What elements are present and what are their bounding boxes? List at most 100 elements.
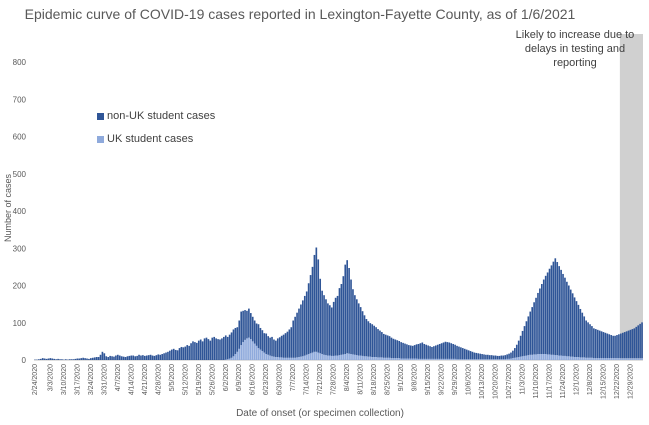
bar-non-uk-276 <box>566 281 568 357</box>
bar-uk-216 <box>450 358 453 360</box>
bar-uk-188 <box>396 358 399 360</box>
bar-uk-282 <box>577 357 580 360</box>
bar-non-uk-53 <box>136 355 138 360</box>
x-tick-label-8: 4/21/2020 <box>142 364 149 395</box>
bar-non-uk-263 <box>541 284 543 355</box>
bar-non-uk-3 <box>39 358 42 360</box>
bar-non-uk-40 <box>111 356 113 360</box>
bar-non-uk-234 <box>485 354 487 360</box>
bar-uk-300 <box>612 358 614 360</box>
bar-uk-122 <box>269 355 271 360</box>
bar-non-uk-284 <box>581 312 584 358</box>
y-tick-label-800: 800 <box>13 58 27 67</box>
x-tick-label-13: 5/26/2020 <box>209 364 216 395</box>
bar-non-uk-47 <box>124 357 127 360</box>
bar-non-uk-84 <box>196 342 198 360</box>
bar-uk-276 <box>566 356 568 360</box>
bar-non-uk-87 <box>201 341 204 360</box>
bar-non-uk-10 <box>53 358 56 360</box>
x-tick-label-14: 6/2/2020 <box>223 364 230 391</box>
bar-uk-186 <box>392 358 395 360</box>
bar-uk-107 <box>240 345 242 360</box>
bar-uk-176 <box>373 357 375 360</box>
bar-uk-105 <box>236 351 239 360</box>
bar-uk-228 <box>473 359 476 360</box>
bar-uk-115 <box>255 345 258 360</box>
bar-non-uk-303 <box>618 334 620 359</box>
bar-non-uk-280 <box>573 297 576 358</box>
bar-uk-184 <box>388 357 391 360</box>
bar-uk-244 <box>504 359 507 360</box>
bar-uk-109 <box>244 339 246 360</box>
bar-non-uk-109 <box>244 310 246 340</box>
bar-non-uk-291 <box>594 329 597 359</box>
bar-non-uk-315 <box>641 322 643 359</box>
bar-non-uk-100 <box>226 336 229 360</box>
bar-non-uk-118 <box>261 330 264 352</box>
x-tick-label-6: 4/7/2020 <box>115 364 122 391</box>
bar-non-uk-152 <box>327 303 329 356</box>
bar-non-uk-101 <box>228 334 231 359</box>
x-tick-label-33: 10/13/2020 <box>479 364 486 399</box>
bar-uk-254 <box>523 355 526 360</box>
bar-non-uk-163 <box>348 267 350 354</box>
bar-non-uk-293 <box>598 330 601 359</box>
bar-non-uk-160 <box>342 276 345 355</box>
bar-non-uk-106 <box>238 320 241 349</box>
bar-non-uk-180 <box>381 332 383 358</box>
bar-uk-193 <box>406 358 408 360</box>
bar-non-uk-197 <box>413 345 416 359</box>
bar-uk-167 <box>355 355 358 360</box>
bar-non-uk-135 <box>294 316 296 358</box>
bar-non-uk-273 <box>560 269 562 356</box>
bar-uk-214 <box>446 358 449 360</box>
bar-non-uk-28 <box>88 358 90 360</box>
bar-non-uk-244 <box>504 355 507 360</box>
bar-uk-243 <box>502 359 505 360</box>
bar-non-uk-27 <box>86 358 88 360</box>
bar-non-uk-136 <box>296 312 298 358</box>
bar-uk-144 <box>311 352 314 360</box>
bar-non-uk-43 <box>117 354 119 360</box>
bar-uk-110 <box>246 338 248 360</box>
bar-uk-305 <box>621 358 624 360</box>
bar-uk-100 <box>226 359 229 360</box>
bar-non-uk-221 <box>460 347 462 360</box>
bar-uk-199 <box>417 358 420 360</box>
bar-non-uk-76 <box>180 346 183 360</box>
bar-non-uk-255 <box>525 321 528 356</box>
bar-non-uk-105 <box>236 327 239 352</box>
x-tick-label-37: 11/10/2020 <box>533 364 540 399</box>
bar-non-uk-296 <box>604 332 607 359</box>
bar-non-uk-219 <box>456 345 458 360</box>
x-tick-label-1: 3/3/2020 <box>47 364 54 391</box>
bar-uk-283 <box>579 357 582 360</box>
bar-uk-291 <box>594 358 597 360</box>
bar-uk-169 <box>359 355 362 360</box>
x-tick-label-19: 7/7/2020 <box>290 364 297 391</box>
bar-non-uk-289 <box>591 326 593 358</box>
bar-uk-152 <box>327 355 329 360</box>
bar-non-uk-304 <box>620 333 622 359</box>
bar-uk-304 <box>620 358 622 360</box>
bar-non-uk-283 <box>579 308 582 358</box>
bar-uk-129 <box>282 357 285 360</box>
bar-non-uk-66 <box>161 354 163 360</box>
bar-non-uk-251 <box>517 340 520 358</box>
x-tick-label-3: 3/17/2020 <box>74 364 81 395</box>
bar-uk-103 <box>232 356 235 360</box>
bar-uk-303 <box>618 358 620 360</box>
bar-uk-274 <box>562 355 564 360</box>
bar-non-uk-63 <box>155 355 158 360</box>
bar-non-uk-25 <box>82 357 84 360</box>
x-tick-label-0: 2/24/2020 <box>32 364 39 395</box>
bar-non-uk-49 <box>128 355 131 360</box>
bar-non-uk-58 <box>145 355 148 360</box>
bar-non-uk-42 <box>115 355 117 360</box>
bar-uk-281 <box>575 357 578 360</box>
bar-non-uk-22 <box>76 358 79 360</box>
bar-non-uk-185 <box>390 337 393 359</box>
bar-uk-135 <box>294 357 296 360</box>
x-tick-label-11: 5/12/2020 <box>182 364 189 395</box>
bar-uk-313 <box>637 358 640 360</box>
